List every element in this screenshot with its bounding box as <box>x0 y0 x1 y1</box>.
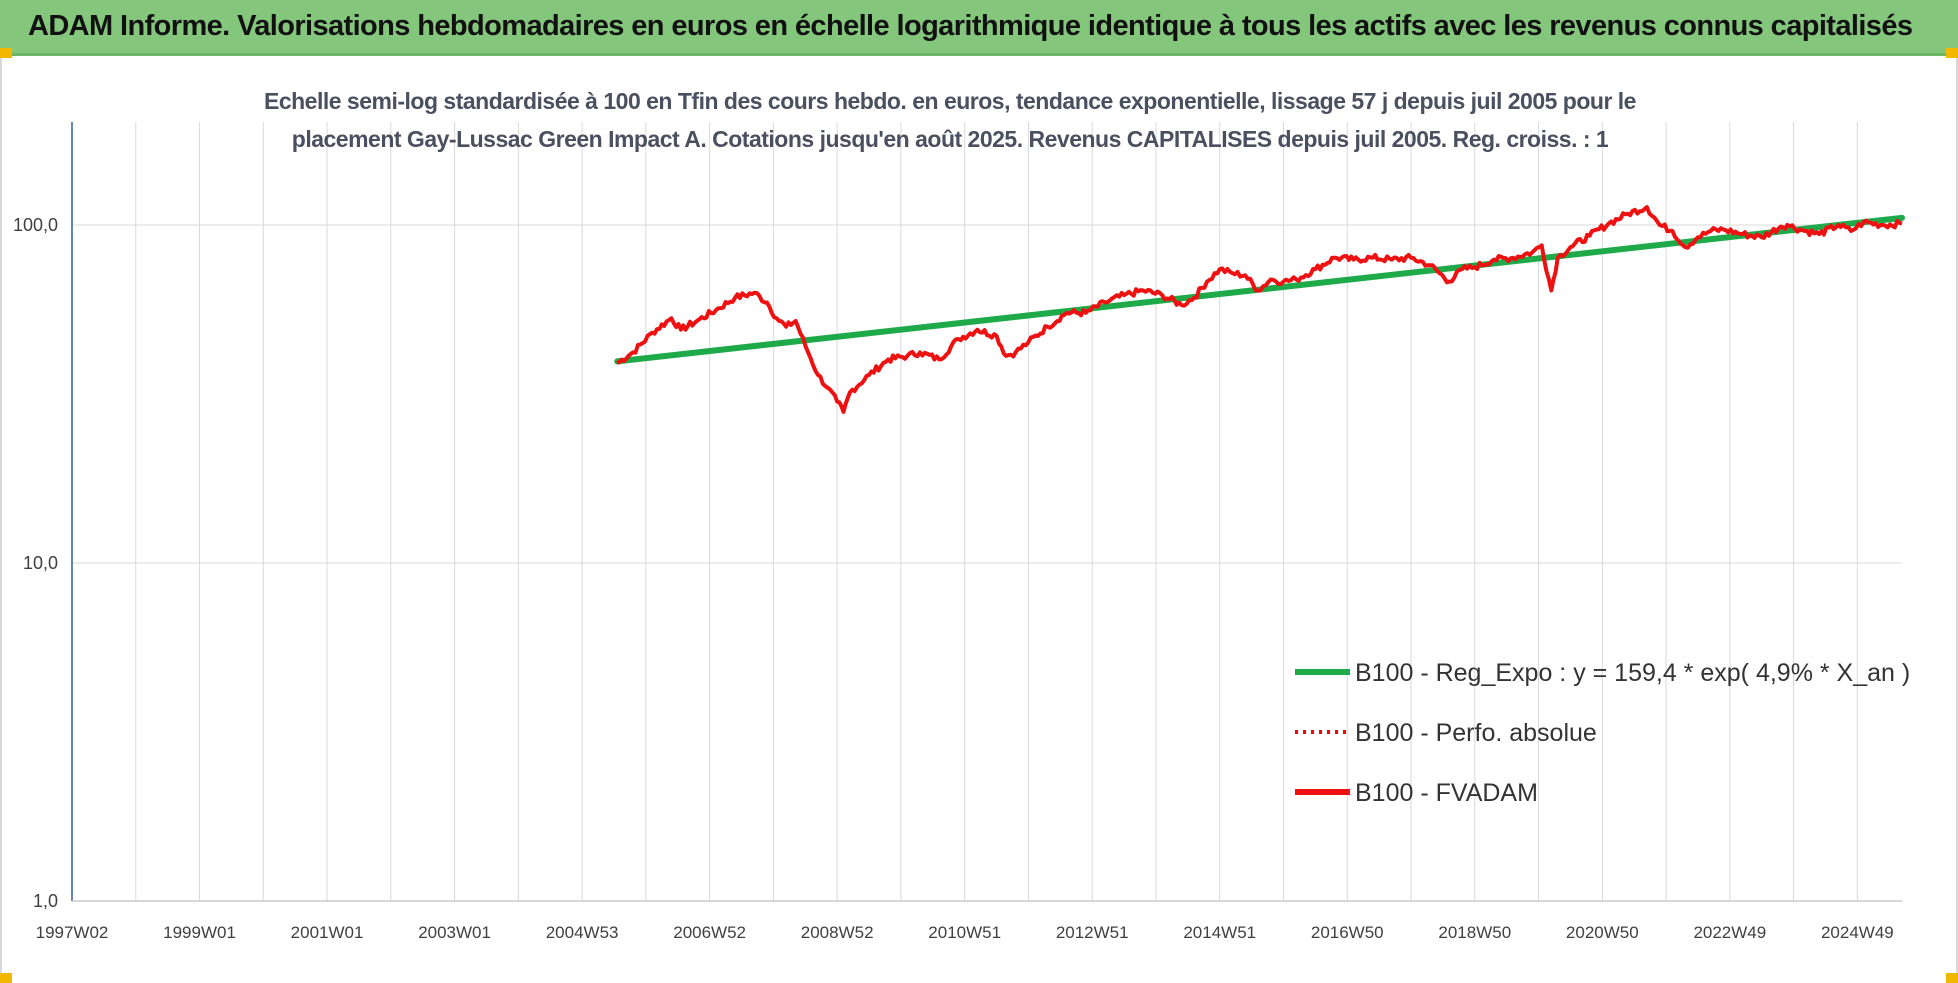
x-tick-label: 2016W50 <box>1311 923 1384 942</box>
x-tick-label: 1997W02 <box>36 923 109 942</box>
title-banner: ADAM Informe. Valorisations hebdomadaire… <box>0 0 1958 56</box>
x-tick-label: 2018W50 <box>1438 923 1511 942</box>
x-tick-label: 2008W52 <box>801 923 874 942</box>
page-title: ADAM Informe. Valorisations hebdomadaire… <box>28 10 1913 42</box>
chart-title-line-2: placement Gay-Lussac Green Impact A. Cot… <box>291 126 1609 152</box>
y-tick-label: 1,0 <box>33 891 58 911</box>
frame-corner-bottom-right <box>1946 973 1958 983</box>
x-tick-label: 2010W51 <box>928 923 1001 942</box>
x-tick-label: 2006W52 <box>673 923 746 942</box>
frame-corner-top-right <box>1946 48 1958 58</box>
x-tick-label: 2012W51 <box>1056 923 1129 942</box>
x-tick-label: 2004W53 <box>546 923 619 942</box>
frame-corner-bottom-left <box>0 973 12 983</box>
legend-label: B100 - FVADAM <box>1355 779 1538 807</box>
x-tick-label: 2024W49 <box>1821 923 1894 942</box>
x-tick-label: 1999W01 <box>163 923 236 942</box>
series-fvadam-line <box>616 205 1903 414</box>
legend-label: B100 - Reg_Expo : y = 159,4 * exp( 4,9% … <box>1355 659 1910 687</box>
x-tick-label: 2020W50 <box>1566 923 1639 942</box>
frame-corner-top-left <box>0 48 12 58</box>
y-tick-label: 100,0 <box>13 215 58 235</box>
x-tick-label: 2001W01 <box>291 923 364 942</box>
x-tick-label: 2003W01 <box>418 923 491 942</box>
x-tick-label: 2014W51 <box>1183 923 1256 942</box>
chart-frame <box>0 56 1958 983</box>
y-tick-label: 10,0 <box>23 553 58 573</box>
legend-label: B100 - Perfo. absolue <box>1355 719 1597 747</box>
chart-title-line-1: Echelle semi-log standardisée à 100 en T… <box>264 88 1636 114</box>
x-tick-label: 2022W49 <box>1693 923 1766 942</box>
